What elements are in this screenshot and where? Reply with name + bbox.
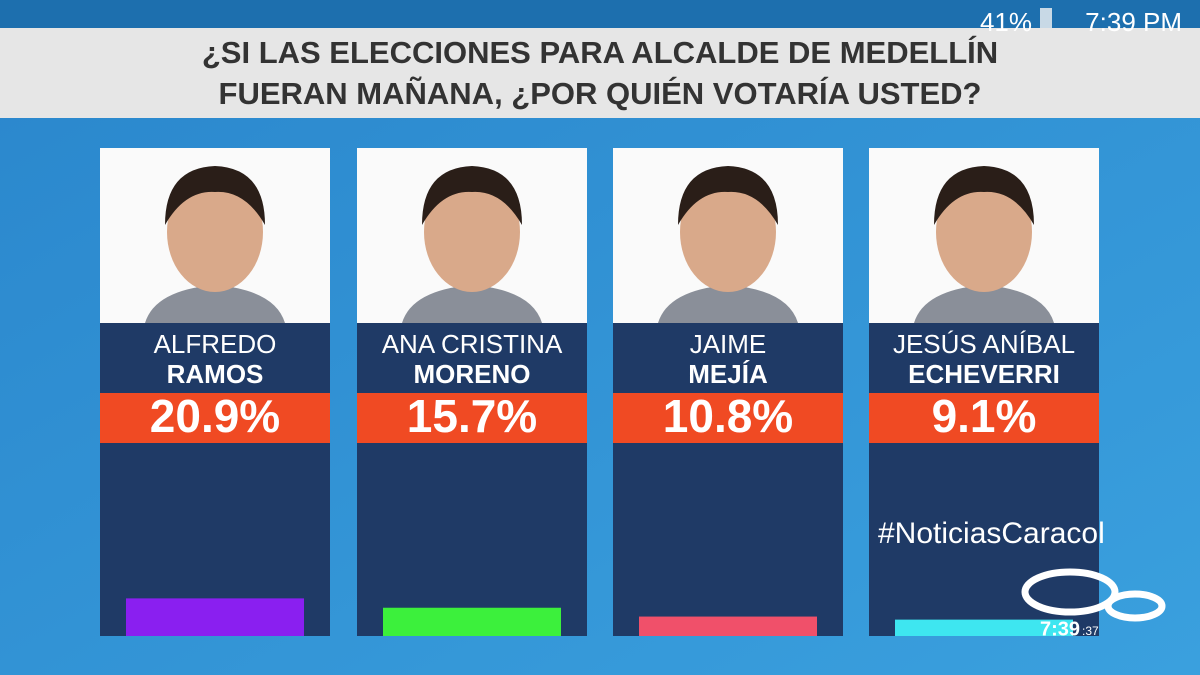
first-name: ALFREDO <box>154 329 277 359</box>
value-band <box>357 393 587 443</box>
bar <box>895 619 1073 636</box>
photo-face <box>167 172 263 292</box>
photo-face <box>680 172 776 292</box>
top-strip <box>0 0 1200 28</box>
last-name: RAMOS <box>167 359 264 389</box>
bar <box>383 607 561 636</box>
clock-seconds: :37 <box>1082 624 1099 638</box>
logo <box>1021 568 1166 622</box>
hashtag: #NoticiasCaracol <box>878 517 1105 550</box>
title-banner <box>0 28 1200 118</box>
photo-hair <box>934 166 1034 225</box>
first-name: JESÚS ANÍBAL <box>893 329 1075 359</box>
last-name: MORENO <box>414 359 531 389</box>
title-line: FUERAN MAÑANA, ¿POR QUIÉN VOTARÍA USTED? <box>219 76 982 111</box>
battery: 41% <box>980 7 1032 37</box>
clock: 7:39 <box>1040 618 1080 640</box>
last-name: ECHEVERRI <box>908 359 1060 389</box>
title-line: ¿SI LAS ELECCIONES PARA ALCALDE DE MEDEL… <box>202 35 998 70</box>
battery-icon <box>1040 8 1052 28</box>
photo-silhouette <box>145 285 285 323</box>
photo-face <box>936 172 1032 292</box>
photo-silhouette <box>658 285 798 323</box>
last-name: MEJÍA <box>688 359 768 389</box>
bar <box>126 598 304 636</box>
value-label: 9.1% <box>932 390 1037 442</box>
value-label: 20.9% <box>150 390 280 442</box>
first-name: ANA CRISTINA <box>382 329 563 359</box>
value-label: 15.7% <box>407 390 537 442</box>
value-band <box>100 393 330 443</box>
first-name: JAIME <box>690 329 767 359</box>
value-band <box>869 393 1099 443</box>
photo-hair <box>422 166 522 225</box>
value-band <box>613 393 843 443</box>
photo-hair <box>678 166 778 225</box>
bar <box>639 616 817 636</box>
photo-face <box>424 172 520 292</box>
photo-silhouette <box>402 285 542 323</box>
photo-hair <box>165 166 265 225</box>
photo-silhouette <box>914 285 1054 323</box>
status-time: 7:39 PM <box>1085 7 1182 37</box>
value-label: 10.8% <box>663 390 793 442</box>
